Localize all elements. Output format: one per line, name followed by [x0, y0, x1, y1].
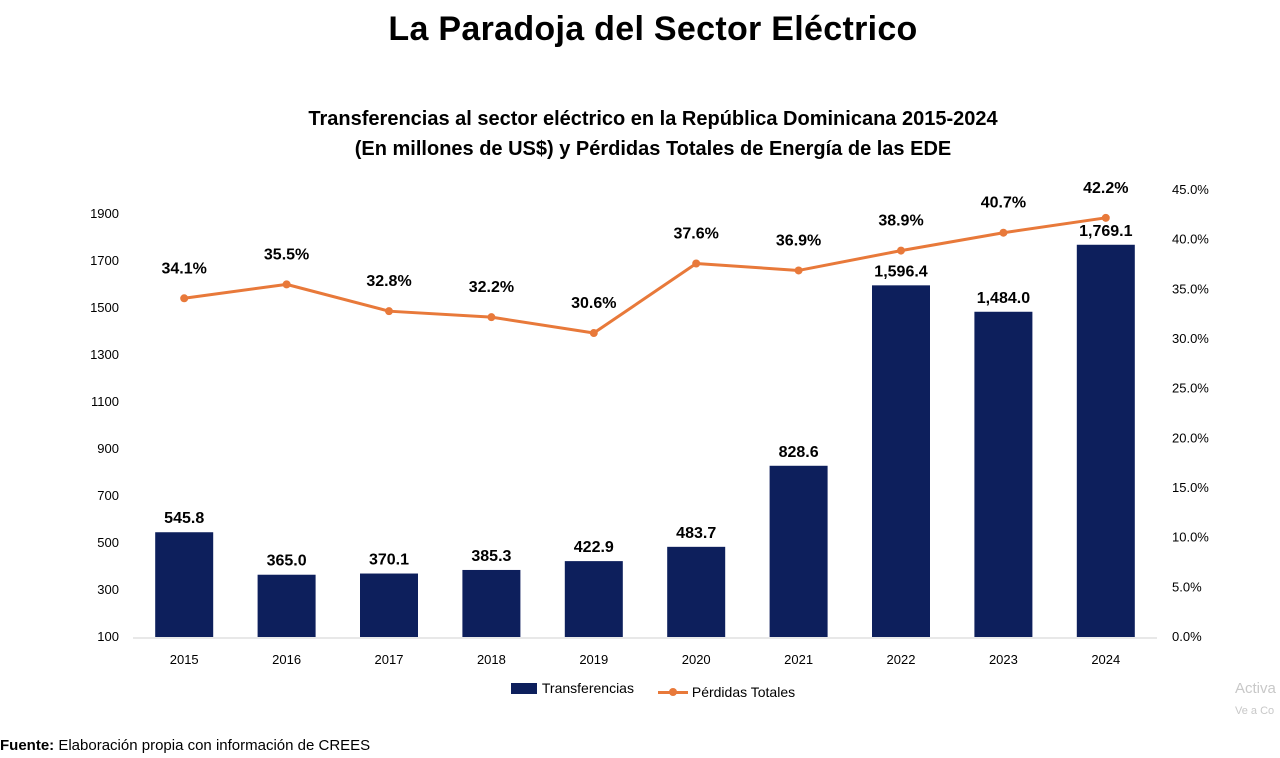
losses-data-label: 42.2% — [1083, 180, 1128, 197]
y-left-tick-label: 1300 — [90, 347, 119, 362]
losses-data-label: 38.9% — [878, 213, 923, 230]
losses-data-label: 36.9% — [776, 232, 821, 249]
watermark-line-1: Activa — [1235, 680, 1276, 697]
bar — [872, 285, 930, 637]
losses-data-label: 34.1% — [162, 260, 207, 277]
bar-data-label: 365.0 — [267, 553, 307, 570]
y-right-tick-label: 20.0% — [1172, 430, 1209, 445]
legend-line-perdidas — [657, 687, 688, 696]
x-tick-label: 2020 — [682, 652, 711, 667]
bar-data-label: 1,596.4 — [874, 263, 927, 280]
y-left-tick-label: 1500 — [90, 300, 119, 315]
legend-label-transferencias: Transferencias — [541, 680, 634, 696]
page-title: La Paradoja del Sector Eléctrico — [388, 10, 918, 48]
legend-label-perdidas: Pérdidas Totales — [691, 684, 796, 700]
losses-point — [385, 307, 393, 316]
bar-data-label: 370.1 — [369, 552, 409, 569]
x-tick-label: 2017 — [375, 652, 404, 667]
y-left-tick-label: 500 — [97, 535, 119, 550]
losses-data-label: 35.5% — [264, 246, 309, 263]
chart-title-line-1: Transferencias al sector eléctrico en la… — [308, 108, 998, 130]
bar — [769, 465, 828, 637]
y-left-tick-label: 900 — [97, 441, 119, 456]
source-text: Elaboración propia con información de CR… — [54, 737, 371, 754]
legend-item-perdidas: Pérdidas Totales — [657, 684, 796, 700]
chart-legend: Transferencias Pérdidas Totales — [0, 680, 1280, 700]
bar-data-label: 828.6 — [779, 444, 819, 461]
x-tick-label: 2019 — [579, 652, 608, 667]
y-right-tick-label: 5.0% — [1172, 579, 1202, 594]
y-left-tick-label: 1700 — [90, 253, 119, 268]
chart-title-line-2: (En millones de US$) y Pérdidas Totales … — [354, 138, 952, 160]
bar — [155, 532, 214, 637]
x-tick-label: 2021 — [784, 652, 813, 667]
losses-point — [999, 228, 1008, 237]
losses-point — [1101, 213, 1110, 222]
losses-point — [282, 280, 291, 289]
watermark-line-2: Ve a Co — [1235, 705, 1275, 717]
losses-data-label: 30.6% — [571, 295, 616, 312]
y-left-tick-label: 300 — [97, 582, 119, 597]
bar — [1076, 244, 1135, 637]
x-tick-label: 2022 — [887, 652, 916, 667]
losses-data-label: 32.8% — [366, 273, 411, 290]
y-right-tick-label: 15.0% — [1172, 480, 1209, 495]
losses-point — [589, 329, 598, 338]
y-right-tick-label: 45.0% — [1172, 182, 1209, 197]
bar-data-label: 422.9 — [574, 539, 614, 556]
bar-data-label: 483.7 — [676, 525, 716, 542]
chart-title: Transferencias al sector eléctrico en la… — [0, 104, 1280, 164]
x-tick-label: 2018 — [477, 652, 506, 667]
losses-point — [794, 266, 803, 275]
losses-point — [180, 294, 189, 303]
y-right-tick-label: 10.0% — [1172, 530, 1209, 545]
bar — [257, 574, 316, 637]
losses-point — [897, 246, 905, 255]
losses-data-label: 37.6% — [674, 226, 719, 243]
y-right-tick-label: 25.0% — [1172, 381, 1209, 396]
x-tick-label: 2023 — [989, 652, 1018, 667]
legend-item-transferencias: Transferencias — [510, 680, 634, 696]
y-right-tick-label: 0.0% — [1172, 629, 1202, 644]
y-left-tick-label: 1100 — [91, 394, 119, 409]
activation-watermark: Activa Ve a Co — [1235, 678, 1276, 722]
source-note: Fuente: Elaboración propia con informaci… — [0, 737, 370, 754]
bar — [360, 573, 418, 637]
bar — [564, 561, 623, 637]
bar-data-label: 545.8 — [164, 510, 204, 527]
losses-point — [487, 313, 496, 322]
losses-data-label: 32.2% — [469, 279, 514, 296]
losses-data-label: 40.7% — [981, 195, 1026, 212]
bar — [974, 311, 1033, 637]
bar-data-label: 1,769.1 — [1079, 223, 1132, 240]
y-right-tick-label: 35.0% — [1172, 281, 1209, 296]
x-tick-label: 2024 — [1091, 652, 1120, 667]
source-label: Fuente: — [0, 737, 55, 754]
bar-data-label: 1,484.0 — [977, 290, 1030, 307]
losses-line — [183, 216, 1107, 335]
bar — [462, 569, 521, 637]
y-left-tick-label: 700 — [97, 488, 119, 503]
legend-swatch-transferencias — [510, 682, 537, 694]
bar — [667, 546, 726, 637]
losses-point — [692, 259, 701, 268]
bar-data-label: 385.3 — [471, 548, 511, 565]
y-right-tick-label: 30.0% — [1172, 331, 1209, 346]
x-tick-label: 2016 — [272, 652, 301, 667]
x-tick-label: 2015 — [170, 652, 199, 667]
y-left-tick-label: 100 — [97, 629, 119, 644]
y-right-tick-label: 40.0% — [1172, 232, 1209, 247]
y-left-tick-label: 1900 — [90, 206, 119, 221]
